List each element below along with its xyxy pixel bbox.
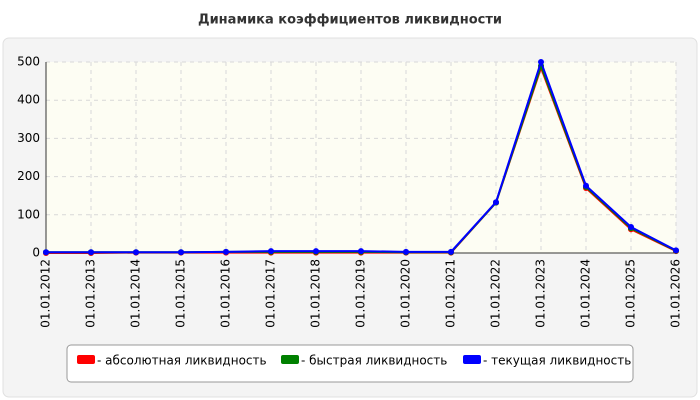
x-tick-label: 01.01.2023 — [534, 259, 548, 328]
x-tick-label: 01.01.2025 — [624, 259, 638, 328]
point — [133, 249, 139, 256]
x-tick-label: 01.01.2015 — [174, 259, 188, 328]
chart-title: Динамика коэффициентов ликвидности — [198, 13, 502, 28]
x-tick-label: 01.01.2013 — [84, 259, 98, 328]
point — [223, 248, 229, 255]
legend — [66, 344, 634, 383]
point — [358, 248, 364, 255]
point — [628, 224, 634, 231]
x-tick-label: 01.01.2021 — [444, 259, 458, 328]
point — [88, 249, 94, 256]
point — [538, 59, 544, 65]
legend-label: - текущая ликвидность — [483, 354, 631, 368]
point — [43, 249, 49, 256]
point — [673, 247, 679, 254]
point — [583, 182, 589, 189]
y-tick-label: 0 — [32, 246, 40, 260]
x-tick-label: 01.01.2017 — [264, 259, 278, 328]
y-tick-label: 300 — [17, 131, 40, 145]
x-tick-label: 01.01.2022 — [489, 259, 503, 328]
legend-label: - быстрая ликвидность — [301, 354, 447, 368]
x-tick-label: 01.01.2016 — [219, 259, 233, 328]
y-tick-label: 400 — [17, 93, 40, 107]
x-tick-label: 01.01.2018 — [309, 259, 323, 328]
y-tick-label: 500 — [17, 55, 40, 69]
y-tick-label: 200 — [17, 169, 40, 183]
point — [268, 248, 274, 255]
point — [403, 248, 409, 255]
x-tick-label: 01.01.2020 — [399, 259, 413, 328]
x-tick-label: 01.01.2014 — [129, 259, 143, 328]
x-tick-label: 01.01.2012 — [39, 259, 53, 328]
plot-area — [46, 62, 676, 253]
point — [448, 248, 454, 255]
point — [313, 248, 319, 255]
y-tick-label: 100 — [17, 207, 40, 221]
legend-swatch — [281, 355, 299, 364]
x-tick-label: 01.01.2019 — [354, 259, 368, 328]
legend-swatch — [463, 355, 481, 364]
point — [493, 199, 499, 206]
point — [178, 249, 184, 256]
legend-swatch — [77, 355, 95, 364]
x-tick-label: 01.01.2026 — [669, 259, 683, 328]
legend-label: - абсолютная ликвидность — [97, 354, 267, 368]
x-tick-label: 01.01.2024 — [579, 259, 593, 328]
